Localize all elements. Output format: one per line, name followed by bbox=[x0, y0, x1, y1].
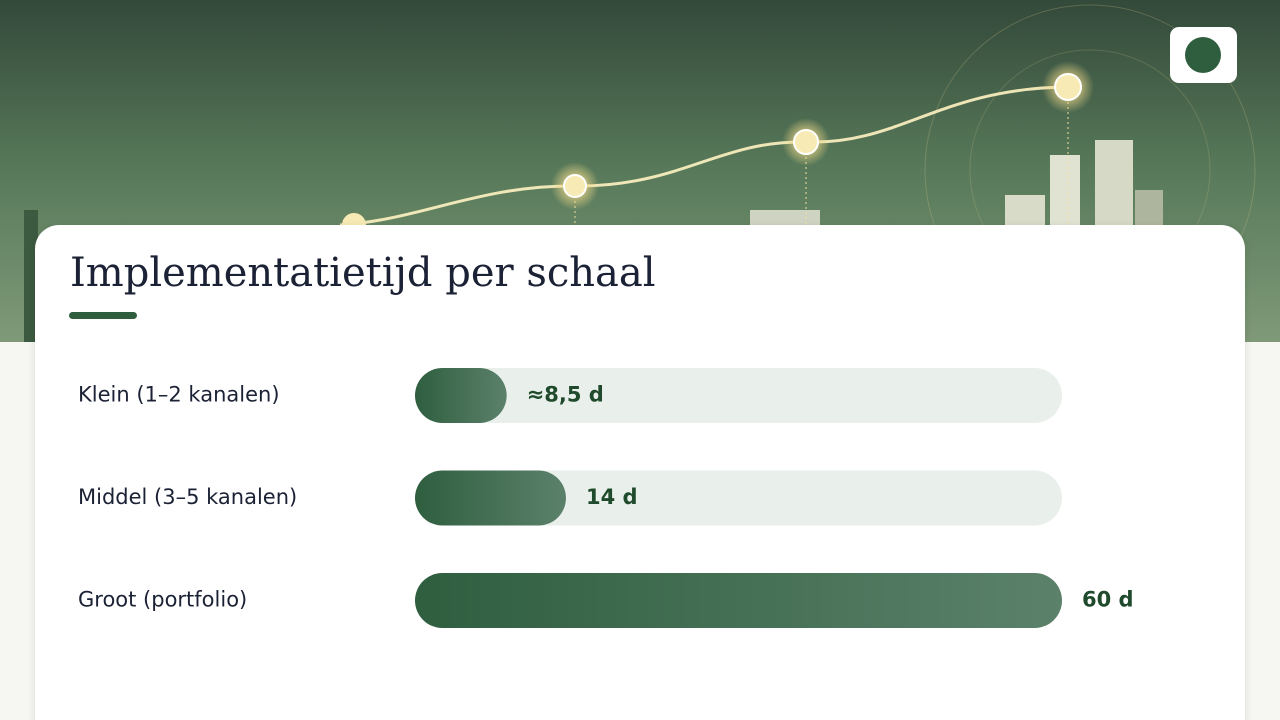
bar bbox=[415, 470, 566, 526]
bar bbox=[415, 573, 1062, 628]
bar bbox=[415, 368, 507, 423]
category-label: Groot (portfolio) bbox=[78, 588, 247, 612]
bar-chart: Klein (1–2 kanalen) ≈8,5 d Middel (3–5 kan… bbox=[78, 368, 1134, 628]
slide-title: Implementatietijd per schaal bbox=[70, 250, 656, 296]
bar-track bbox=[415, 470, 1062, 526]
header-illustration bbox=[24, 4, 1256, 342]
bar-track bbox=[415, 368, 1062, 423]
title-underline bbox=[69, 312, 137, 319]
value-label: 14 d bbox=[586, 485, 638, 509]
category-label: Middel (3–5 kanalen) bbox=[78, 485, 297, 509]
category-label: Klein (1–2 kanalen) bbox=[78, 383, 280, 407]
value-label: ≈8,5 d bbox=[527, 383, 604, 407]
value-label: 60 d bbox=[1082, 588, 1134, 612]
